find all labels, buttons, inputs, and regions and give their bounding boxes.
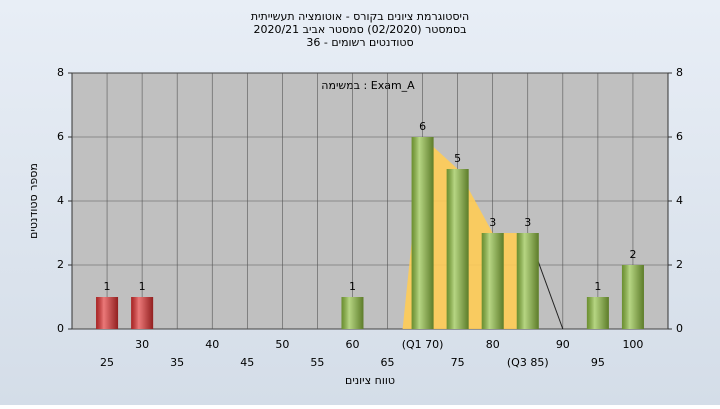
y2-tick-label: 0 xyxy=(676,322,683,335)
bar-shade xyxy=(516,233,539,329)
data-label: 1 xyxy=(349,280,356,293)
x-tick-label: 60 xyxy=(345,338,359,351)
bar-shade xyxy=(621,265,644,329)
data-label: 2 xyxy=(629,248,636,261)
y2-tick-label: 6 xyxy=(676,130,683,143)
annotation: במשימה : Exam_A xyxy=(321,79,415,92)
bar-shade xyxy=(96,297,119,329)
x-tick-label: (Q3 85) xyxy=(507,356,549,369)
y-tick-label: 4 xyxy=(57,194,64,207)
chart-title: היסטוגרמת ציונים בקורס - אוטומציה תעשיית… xyxy=(251,10,469,23)
bar-shade xyxy=(586,297,609,329)
data-label: 1 xyxy=(104,280,111,293)
y2-tick-label: 4 xyxy=(676,194,683,207)
x-tick-label: 100 xyxy=(622,338,643,351)
x-tick-label: 65 xyxy=(381,356,395,369)
bar-shade xyxy=(341,297,364,329)
x-tick-label: 90 xyxy=(556,338,570,351)
bar-shade xyxy=(411,137,434,329)
x-tick-label: 35 xyxy=(170,356,184,369)
data-label: 5 xyxy=(454,152,461,165)
bar-shade xyxy=(446,169,469,329)
bar-shade xyxy=(131,297,154,329)
y-tick-label: 2 xyxy=(57,258,64,271)
data-label: 1 xyxy=(594,280,601,293)
x-tick-label: 25 xyxy=(100,356,114,369)
bar-shade xyxy=(481,233,504,329)
x-tick-label: 45 xyxy=(240,356,254,369)
y2-tick-label: 2 xyxy=(676,258,683,271)
x-tick-label: 50 xyxy=(275,338,289,351)
x-axis-label: טווח ציונים xyxy=(345,374,395,387)
x-tick-label: (Q1 70) xyxy=(402,338,444,351)
data-label: 6 xyxy=(419,120,426,133)
x-tick-label: 30 xyxy=(135,338,149,351)
data-label: 1 xyxy=(139,280,146,293)
y2-tick-label: 8 xyxy=(676,66,683,79)
x-tick-label: 55 xyxy=(310,356,324,369)
chart-subtitle: בסמסטר (02/2020) סמסטר אביב 2020/21 xyxy=(253,23,466,36)
x-tick-label: 40 xyxy=(205,338,219,351)
y-tick-label: 8 xyxy=(57,66,64,79)
y-tick-label: 6 xyxy=(57,130,64,143)
y-axis-label: מספר סטודנטים xyxy=(27,163,40,239)
x-tick-label: 80 xyxy=(486,338,500,351)
chart-subtitle: סטודנטים רשומים - 36 xyxy=(306,36,413,49)
data-label: 3 xyxy=(489,216,496,229)
x-tick-label: 75 xyxy=(451,356,465,369)
data-label: 3 xyxy=(524,216,531,229)
x-tick-label: 95 xyxy=(591,356,605,369)
y-tick-label: 0 xyxy=(57,322,64,335)
